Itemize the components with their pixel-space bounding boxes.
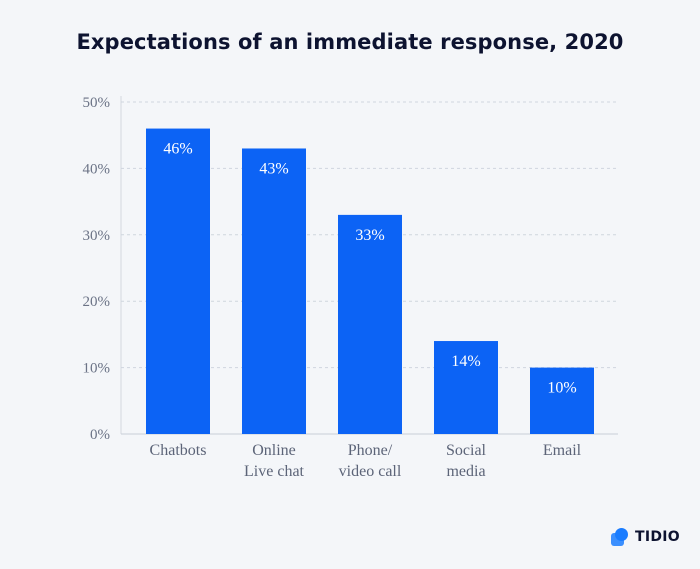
y-tick-label: 20% <box>83 294 111 310</box>
bar <box>434 341 498 434</box>
x-category-label: Phone/ <box>348 442 393 459</box>
tidio-logo-icon <box>611 528 628 546</box>
x-category-label: video call <box>339 463 402 480</box>
x-category-label: Online <box>252 442 296 459</box>
brand-logo: TIDIO <box>610 527 680 547</box>
bar <box>146 128 210 434</box>
x-category-label: Social <box>446 442 487 459</box>
bars: 46% 43% 33% 14% 10% <box>146 128 594 435</box>
x-category-label: Live chat <box>244 463 305 480</box>
chart-title: Expectations of an immediate response, 2… <box>76 30 624 54</box>
x-category-label: Email <box>543 442 582 459</box>
x-axis-categories: Chatbots Online Live chat Phone/video call S… <box>150 442 582 480</box>
bar-value-label: 43% <box>259 160 288 177</box>
y-axis-ticks: 0% 10% 20% 30% 40% 50% <box>83 95 111 443</box>
y-tick-label: 30% <box>83 228 111 244</box>
x-category-label: media <box>446 463 485 480</box>
y-tick-label: 0% <box>90 427 110 443</box>
bar-value-label: 10% <box>547 380 576 397</box>
bar-value-label: 33% <box>355 227 384 244</box>
bar <box>338 214 402 434</box>
bar-value-label: 14% <box>451 353 480 370</box>
y-tick-label: 40% <box>83 161 111 177</box>
bar-value-label: 46% <box>163 141 192 158</box>
brand-name: TIDIO <box>635 529 680 545</box>
bar <box>530 367 594 434</box>
y-tick-label: 10% <box>83 361 111 377</box>
bar <box>242 148 306 435</box>
y-tick-label: 50% <box>83 95 111 111</box>
x-category-label: Chatbots <box>150 442 207 459</box>
